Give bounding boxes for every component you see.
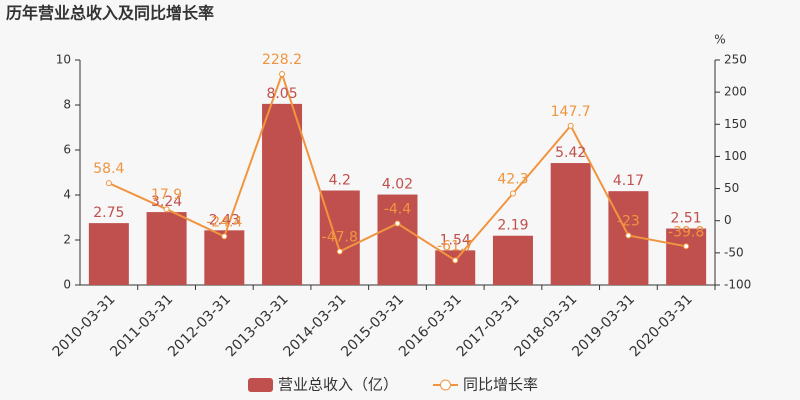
- line-point: [163, 206, 170, 213]
- bar-value-label: 2.75: [93, 205, 124, 221]
- line-point: [567, 122, 574, 129]
- line-value-label: 228.2: [262, 52, 302, 68]
- y2-tick-label: 50: [724, 181, 739, 195]
- bar-value-label: 4.2: [329, 173, 351, 189]
- legend-swatch: [440, 379, 451, 391]
- line-value-label: 17.9: [151, 187, 182, 203]
- line-point: [509, 190, 516, 197]
- line-value-label: -23: [617, 214, 640, 230]
- line-point: [336, 248, 343, 255]
- y2-tick-label: -50: [724, 245, 744, 259]
- bar: [262, 103, 303, 285]
- line-point: [394, 220, 401, 227]
- bar-value-label: 4.02: [382, 177, 413, 193]
- bar-value-label: 2.19: [497, 218, 528, 234]
- y2-tick-label: 250: [724, 53, 747, 67]
- line-value-label: -39.8: [668, 224, 704, 240]
- bar: [204, 230, 245, 285]
- bar-value-label: 4.17: [613, 173, 644, 189]
- line-point: [279, 71, 286, 78]
- bar-value-label: 2.51: [671, 211, 702, 227]
- line-point: [105, 180, 112, 187]
- legend-swatch: [248, 378, 273, 392]
- y2-tick-label: -100: [724, 278, 751, 292]
- bar-value-label: 2.43: [209, 212, 240, 228]
- bar-value-label: 5.42: [555, 145, 586, 161]
- line-value-label: 42.3: [497, 172, 528, 188]
- bar: [319, 190, 360, 285]
- chart-title: 历年营业总收入及同比增长率: [6, 4, 214, 23]
- bar: [88, 223, 129, 285]
- line-point: [625, 232, 632, 239]
- bar-value-label: 3.24: [151, 194, 182, 210]
- bar: [377, 194, 418, 285]
- bar: [666, 228, 707, 285]
- line-value-label: -61.7: [437, 238, 473, 254]
- bar: [435, 250, 476, 285]
- y-tick-label: 6: [63, 143, 71, 157]
- line-value-label: -47.8: [322, 229, 358, 245]
- y2-tick-label: 200: [724, 85, 747, 99]
- line-point: [452, 257, 459, 264]
- y-tick-label: 0: [63, 278, 71, 292]
- line-value-label: -4.4: [384, 202, 411, 218]
- y2-unit: %: [714, 33, 725, 47]
- y2-tick-label: 0: [724, 213, 732, 227]
- bar-value-label: 8.05: [266, 86, 297, 102]
- y-tick-label: 4: [63, 188, 71, 202]
- bar-value-label: 1.54: [440, 232, 471, 248]
- bar: [146, 212, 187, 285]
- line-value-label: 58.4: [93, 161, 124, 177]
- y2-tick-label: 100: [724, 149, 747, 163]
- line-point: [683, 243, 690, 250]
- y-tick-label: 2: [63, 233, 71, 247]
- line-value-label: -24.4: [206, 214, 242, 230]
- y-tick-label: 8: [63, 98, 71, 112]
- legend-label: 同比增长率: [463, 376, 538, 394]
- y-tick-label: 10: [56, 53, 71, 67]
- legend-label: 营业总收入（亿）: [278, 376, 398, 394]
- line-point: [221, 233, 228, 240]
- bar: [492, 235, 533, 285]
- line-value-label: 147.7: [551, 104, 591, 120]
- bar: [550, 163, 591, 285]
- y2-tick-label: 150: [724, 117, 747, 131]
